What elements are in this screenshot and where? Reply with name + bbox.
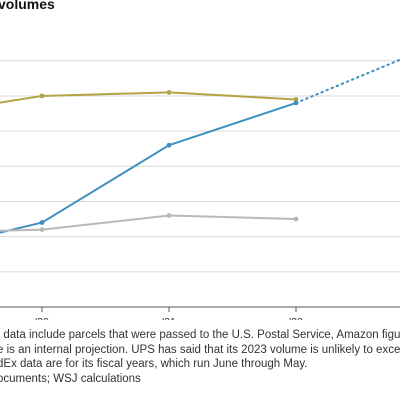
- chart-notes: t data include parcels that were passed …: [0, 328, 400, 386]
- series-point: [293, 216, 299, 222]
- line-chart: '20 '21 '22: [0, 58, 400, 320]
- x-tick-label: '22: [289, 316, 303, 320]
- series-point: [39, 220, 45, 225]
- series-point: [293, 97, 299, 102]
- series-point: [166, 213, 172, 218]
- series-points: [39, 90, 299, 233]
- note-line: ocuments; WSJ calculations: [0, 372, 141, 385]
- chart-title: volumes: [0, 0, 55, 12]
- series-point: [166, 142, 172, 148]
- note-line: dEx data are for its fiscal years, which…: [0, 358, 308, 370]
- series-line: [0, 91, 297, 104]
- series-point: [293, 100, 299, 106]
- series-point: [39, 227, 45, 233]
- x-tick-label: '21: [162, 316, 176, 320]
- gridlines: [0, 60, 400, 308]
- projection-line: [295, 58, 400, 104]
- note-line: e is an internal projection. UPS has sai…: [0, 343, 400, 356]
- series-point: [39, 93, 45, 99]
- note-line: t data include parcels that were passed …: [0, 329, 400, 341]
- series-lines: [0, 58, 400, 234]
- series-line: [0, 214, 297, 232]
- x-axis-ticks: '20 '21 '22: [35, 307, 303, 320]
- x-tick-label: '20: [35, 316, 49, 320]
- series-line: [0, 102, 297, 234]
- series-point: [166, 90, 172, 95]
